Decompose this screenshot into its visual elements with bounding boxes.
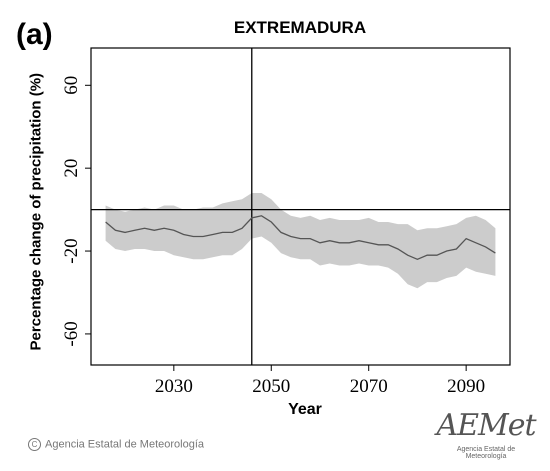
y-axis-label: Percentage change of precipitation (%) — [27, 72, 45, 351]
mean-series-line — [105, 215, 496, 261]
y-tick-label: -60 — [61, 321, 82, 346]
x-tick-label: 2090 — [447, 376, 485, 397]
aemet-logo: AEMet Agencia Estatal de Meteorología — [436, 408, 536, 460]
reference-lines-layer — [91, 48, 510, 365]
y-tick-label: 20 — [61, 159, 82, 178]
chart-title: EXTREMADURA — [233, 18, 367, 37]
x-tick-label: 2050 — [252, 376, 290, 397]
copyright-notice: C Agencia Estatal de Meteorología — [28, 438, 204, 451]
uncertainty-band-layer — [105, 193, 496, 289]
y-tick-label: 60 — [61, 76, 82, 95]
panel-label: (a) — [16, 18, 53, 51]
axes-layer: 2030 2050 2070 2090 60 20 -20 -60 — [61, 47, 511, 397]
x-tick-label: 2030 — [155, 376, 193, 397]
x-axis-label: Year — [288, 401, 322, 418]
y-tick-label: -20 — [61, 238, 82, 263]
logo-wordmark: AEMet — [436, 408, 536, 443]
copyright-text: Agencia Estatal de Meteorología — [45, 438, 204, 451]
x-tick-label: 2070 — [350, 376, 388, 397]
mean-line-layer — [105, 215, 496, 261]
logo-subtitle: Agencia Estatal de Meteorología — [456, 446, 516, 460]
plot-frame — [90, 47, 511, 366]
uncertainty-band — [105, 193, 496, 289]
copyright-icon: C — [28, 438, 41, 451]
